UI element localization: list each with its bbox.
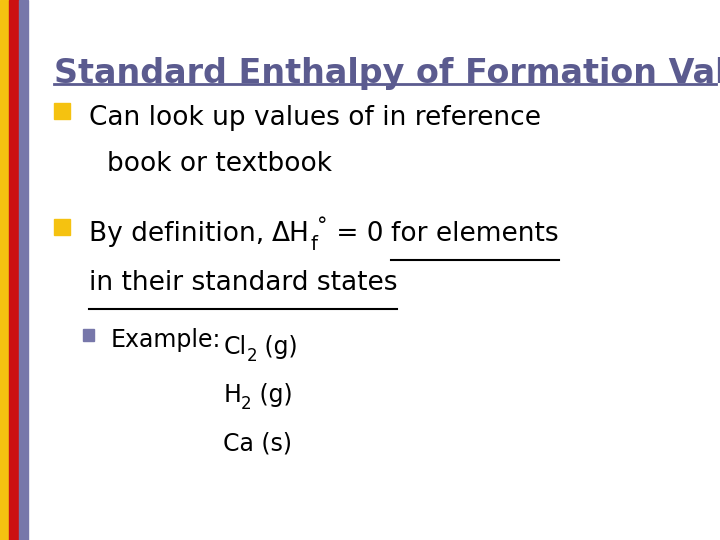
- Text: By definition,: By definition,: [89, 221, 272, 247]
- Bar: [0, 0, 9, 540]
- FancyBboxPatch shape: [54, 103, 70, 119]
- Text: Cl: Cl: [223, 335, 246, 359]
- Text: f: f: [310, 235, 317, 254]
- Text: (g): (g): [252, 383, 292, 407]
- Text: 2: 2: [241, 395, 252, 413]
- Text: 2: 2: [246, 347, 257, 364]
- Text: °: °: [317, 216, 328, 236]
- Text: Ca (s): Ca (s): [223, 432, 292, 456]
- Text: Example:: Example:: [110, 328, 220, 352]
- Text: for elements: for elements: [392, 221, 559, 247]
- FancyBboxPatch shape: [54, 219, 70, 235]
- Text: book or textbook: book or textbook: [107, 151, 331, 177]
- Text: H: H: [223, 383, 241, 407]
- Bar: [19, 0, 28, 540]
- Text: (g): (g): [257, 335, 297, 359]
- Text: Standard Enthalpy of Formation Values: Standard Enthalpy of Formation Values: [54, 57, 720, 90]
- Bar: [9, 0, 19, 540]
- FancyBboxPatch shape: [83, 329, 94, 341]
- Text: in their standard states: in their standard states: [89, 270, 397, 296]
- Text: ΔH: ΔH: [272, 221, 310, 247]
- Text: = 0: = 0: [328, 221, 392, 247]
- Text: Can look up values of in reference: Can look up values of in reference: [89, 105, 541, 131]
